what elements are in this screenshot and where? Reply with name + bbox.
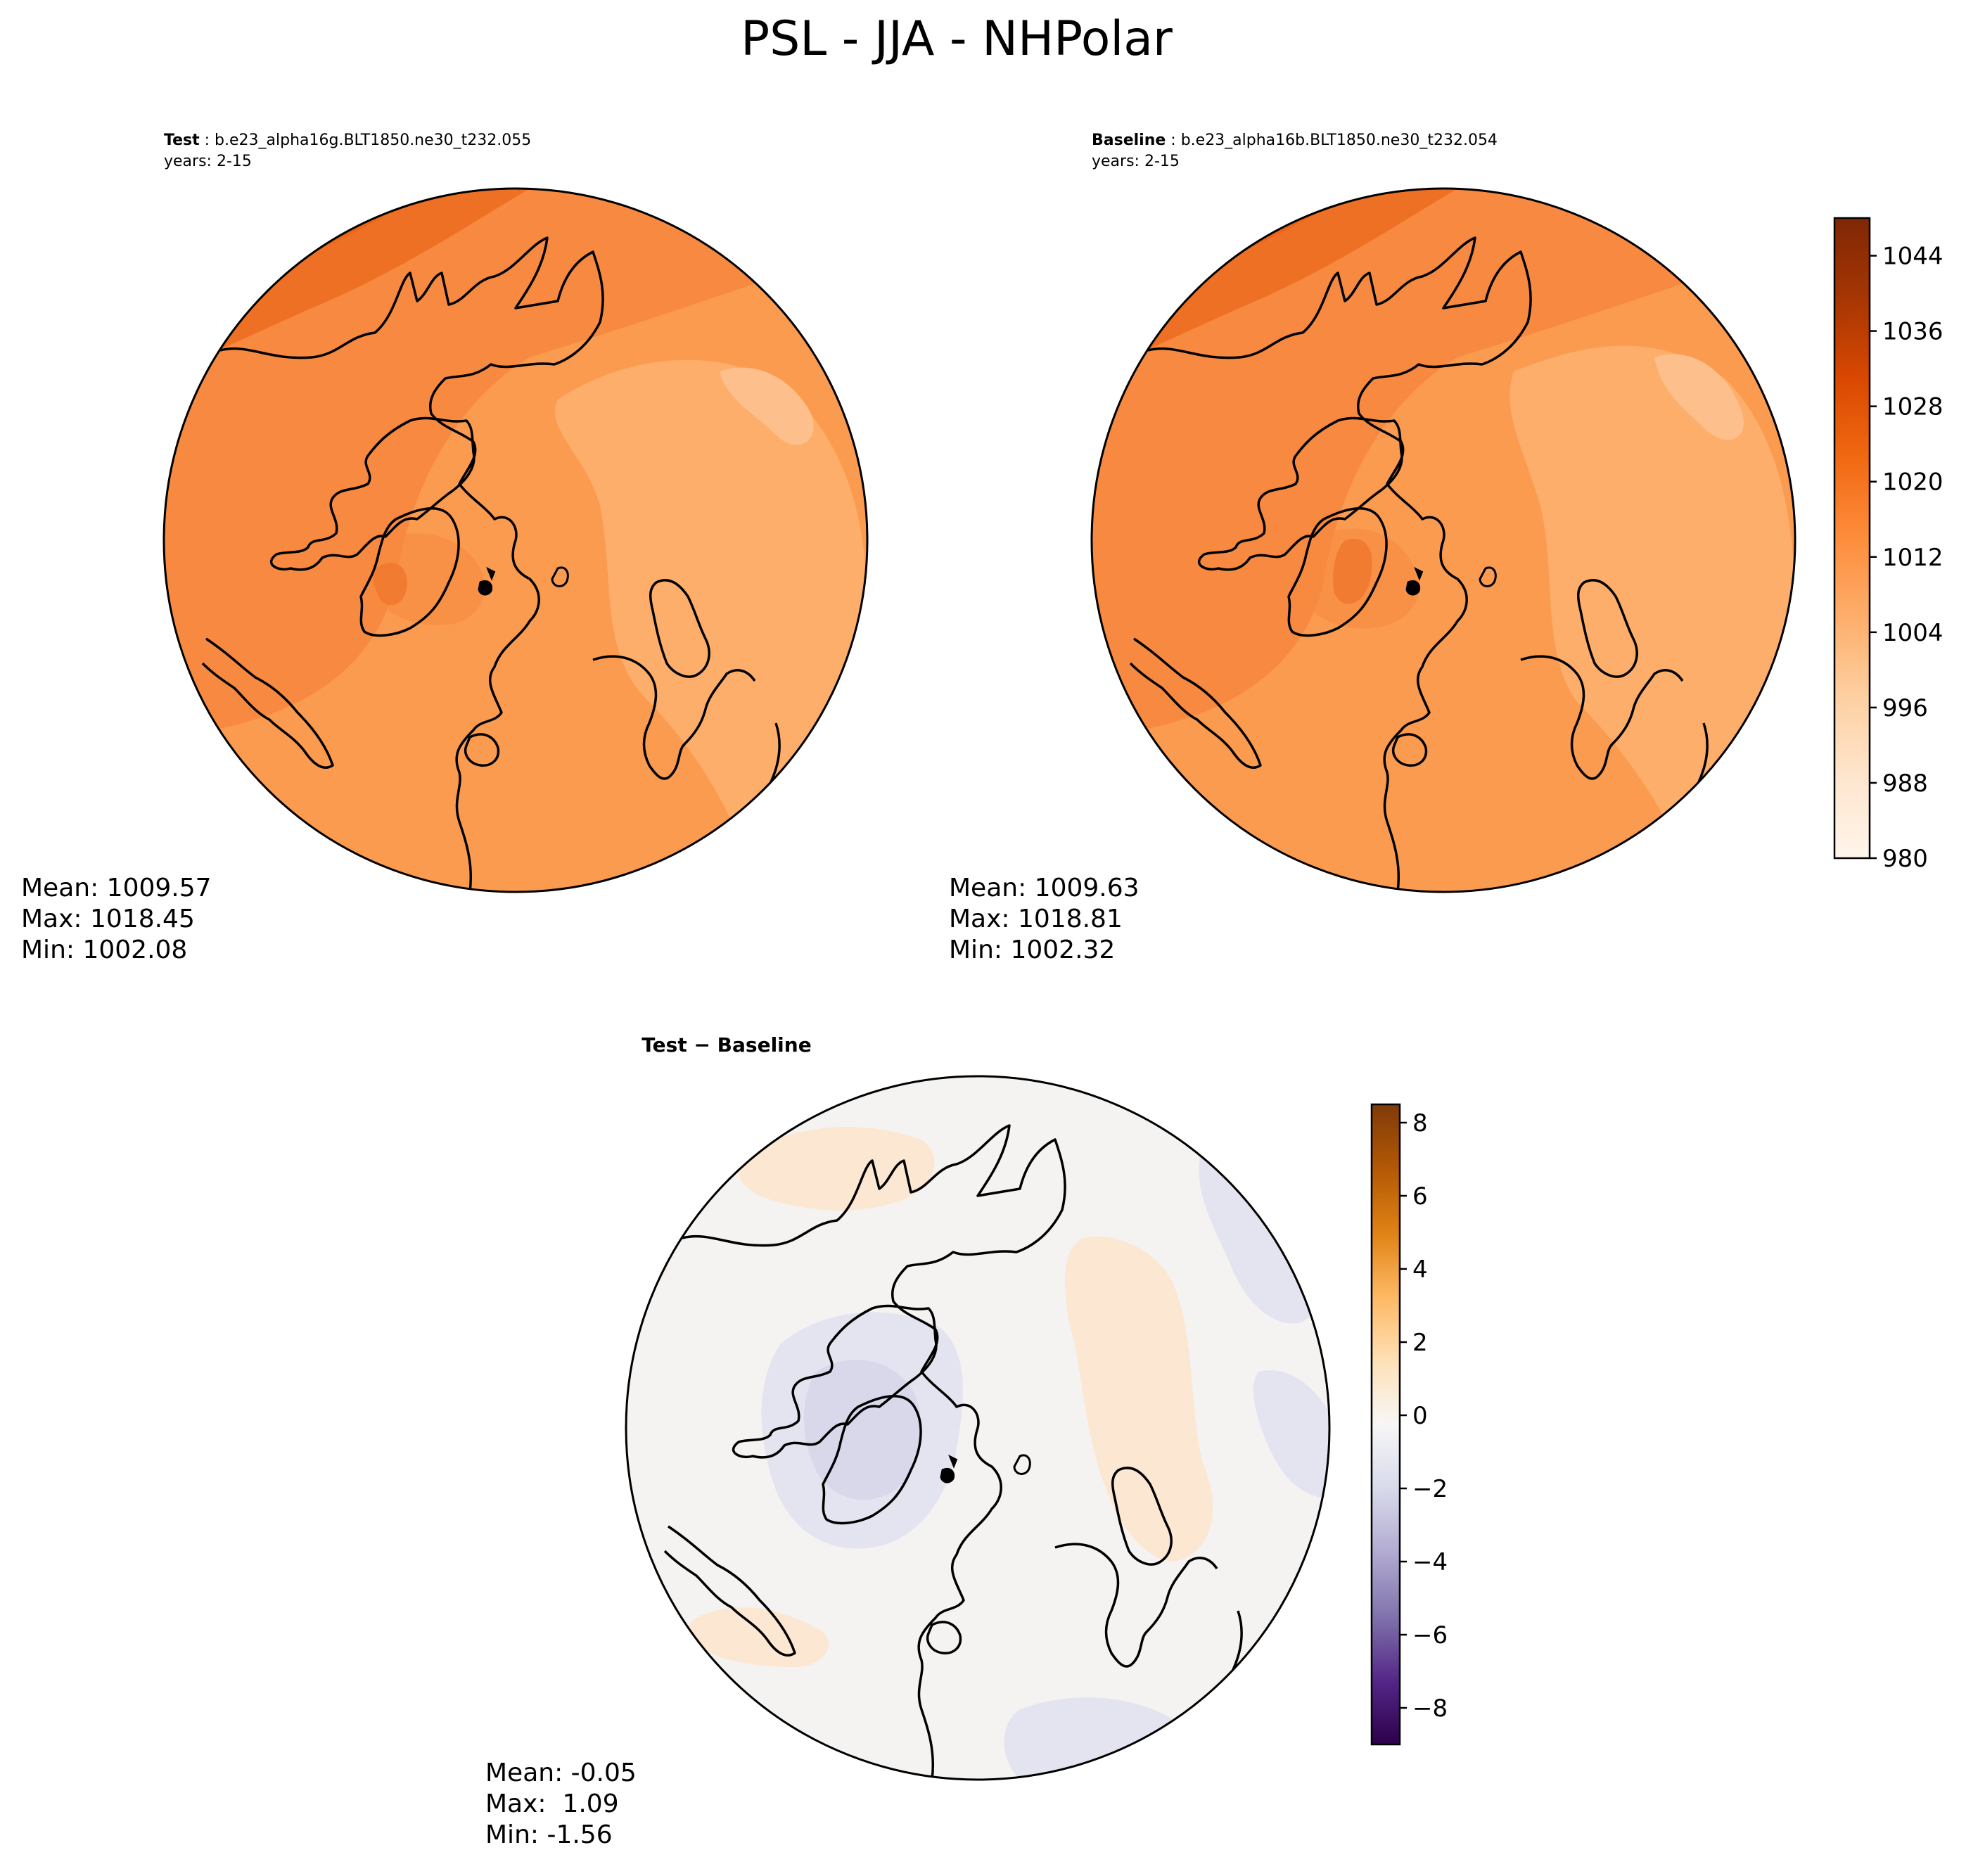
abs-colorbar-tick-label: 988 <box>1882 770 1928 798</box>
diff-colorbar-tick-label: −4 <box>1412 1548 1448 1576</box>
test-map-field <box>164 189 867 892</box>
baseline-stat-max: Max: 1018.81 <box>949 905 1123 933</box>
abs-colorbar-tick-label: 1020 <box>1882 468 1943 497</box>
test-panel-label: Test <box>164 132 200 149</box>
diff-colorbar-tick-label: 0 <box>1412 1402 1428 1430</box>
diff-stat-mean: Mean: -0.05 <box>485 1759 637 1787</box>
baseline-panel-case-name: : b.e23_alpha16b.BLT1850.ne30_t232.054 <box>1166 132 1498 149</box>
diff-colorbar: 8 6 4 2 0 −2 −4 −6 −8 <box>1370 1103 1448 1746</box>
abs-colorbar-tick-label: 1044 <box>1882 243 1943 271</box>
figure-title: PSL - JJA - NHPolar <box>741 11 1173 67</box>
abs-colorbar-tick-label: 980 <box>1882 845 1928 873</box>
baseline-map-boundary <box>1090 187 1796 893</box>
abs-colorbar-tick-label: 1012 <box>1882 544 1943 572</box>
diff-colorbar-tick-label: 4 <box>1412 1256 1428 1284</box>
test-stat-mean: Mean: 1009.57 <box>21 874 212 902</box>
baseline-map <box>1090 187 1796 893</box>
baseline-panel-header: Baseline : b.e23_alpha16b.BLT1850.ne30_t… <box>1092 132 1498 149</box>
test-panel-years: years: 2-15 <box>164 153 252 170</box>
diff-colorbar-tick-label: 6 <box>1412 1182 1428 1211</box>
baseline-panel-years: years: 2-15 <box>1092 153 1180 170</box>
diff-colorbar-tick-label: −8 <box>1412 1695 1448 1723</box>
diff-panel: Test − Baseline Mean: -0.05 Max: 1.09 Mi… <box>485 1033 1331 1849</box>
diff-stat-max: Max: 1.09 <box>485 1789 619 1818</box>
abs-colorbar-bar <box>1833 217 1871 860</box>
test-stat-min: Min: 1002.08 <box>21 936 187 964</box>
diff-colorbar-tick-label: −2 <box>1412 1475 1448 1503</box>
diff-colorbar-tick-label: 2 <box>1412 1329 1428 1357</box>
diff-map-boundary <box>625 1075 1331 1781</box>
diff-map <box>625 1075 1331 1781</box>
abs-colorbar-tick-label: 1036 <box>1882 318 1943 346</box>
baseline-stat-min: Min: 1002.32 <box>949 936 1115 964</box>
diff-map-field <box>626 1076 1329 1780</box>
diff-stat-min: Min: -1.56 <box>485 1820 613 1849</box>
abs-colorbar: 1044 1036 1028 1020 1012 1004 996 988 980 <box>1833 217 1943 873</box>
test-panel-header: Test : b.e23_alpha16g.BLT1850.ne30_t232.… <box>164 132 531 149</box>
test-stat-max: Max: 1018.45 <box>21 905 195 933</box>
diff-panel-header: Test − Baseline <box>642 1033 811 1057</box>
baseline-panel-label: Baseline <box>1092 132 1166 149</box>
test-panel-case-name: : b.e23_alpha16g.BLT1850.ne30_t232.055 <box>200 132 532 149</box>
abs-colorbar-tick-label: 1028 <box>1882 393 1943 421</box>
diff-colorbar-tick-label: −6 <box>1412 1621 1448 1650</box>
diff-colorbar-tick-label: 8 <box>1412 1109 1428 1137</box>
abs-colorbar-tick-label: 1004 <box>1882 619 1943 647</box>
test-map <box>162 187 869 893</box>
baseline-stat-mean: Mean: 1009.63 <box>949 874 1140 902</box>
test-panel: Test : b.e23_alpha16g.BLT1850.ne30_t232.… <box>21 132 869 964</box>
baseline-panel: Baseline : b.e23_alpha16b.BLT1850.ne30_t… <box>949 132 1796 964</box>
diff-colorbar-bar <box>1370 1103 1401 1746</box>
abs-colorbar-tick-label: 996 <box>1882 694 1928 722</box>
baseline-map-field <box>1092 189 1795 892</box>
test-map-boundary <box>162 187 869 893</box>
